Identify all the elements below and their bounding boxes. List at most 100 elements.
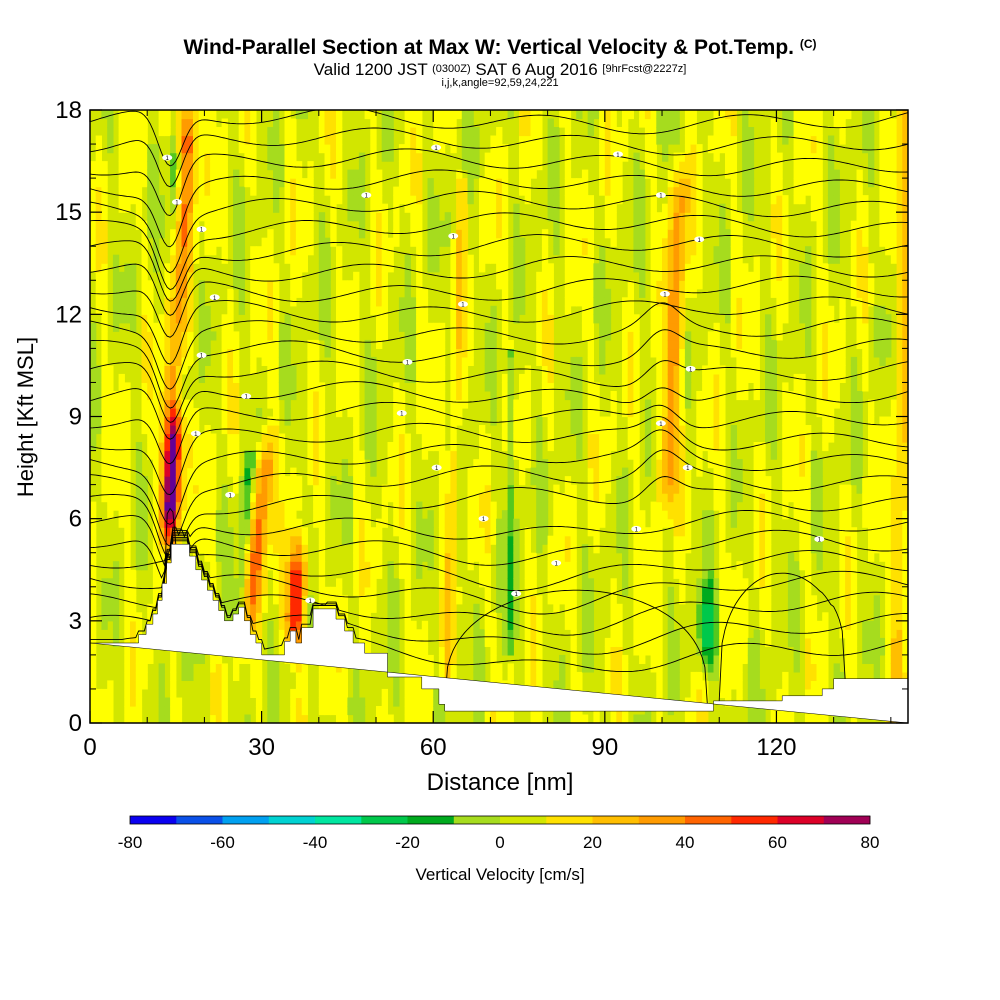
field-cell <box>175 467 183 477</box>
field-cell <box>273 144 280 154</box>
field-cell <box>742 118 749 128</box>
field-cell <box>147 365 154 375</box>
field-cell <box>244 518 251 528</box>
field-cell <box>318 552 326 562</box>
field-cell <box>324 595 331 605</box>
field-cell <box>564 305 572 315</box>
field-cell <box>696 433 703 443</box>
field-cell <box>152 212 160 222</box>
field-cell <box>381 135 389 145</box>
field-cell <box>364 561 371 571</box>
field-cell <box>610 654 617 665</box>
field-cell <box>295 561 303 571</box>
field-cell <box>158 663 165 673</box>
field-cell <box>604 416 612 426</box>
field-cell <box>238 518 246 528</box>
field-cell <box>341 365 349 375</box>
field-cell <box>719 442 726 452</box>
field-cell <box>284 493 291 503</box>
field-cell <box>644 561 652 571</box>
field-cell <box>101 408 108 418</box>
field-cell <box>181 161 188 171</box>
field-cell <box>255 288 263 298</box>
field-cell <box>290 373 297 384</box>
field-cell <box>593 288 600 298</box>
field-cell <box>141 356 148 367</box>
field-cell <box>421 450 429 460</box>
field-cell <box>330 220 337 230</box>
field-cell <box>747 297 755 307</box>
field-cell <box>725 254 732 264</box>
field-cell <box>318 246 326 256</box>
field-cell <box>244 152 251 162</box>
field-cell <box>198 212 206 222</box>
field-cell <box>484 203 492 213</box>
field-cell <box>130 305 137 315</box>
field-cell <box>164 297 171 307</box>
field-cell <box>101 297 108 307</box>
field-cell <box>484 527 492 537</box>
field-cell <box>719 518 726 528</box>
field-cell <box>747 314 755 324</box>
field-cell <box>404 620 411 630</box>
field-cell <box>639 280 646 290</box>
field-cell <box>587 578 595 588</box>
field-cell <box>450 373 457 384</box>
field-cell <box>141 416 148 426</box>
field-cell <box>450 127 457 137</box>
field-cell <box>336 680 343 690</box>
field-cell <box>433 237 440 247</box>
field-cell <box>347 169 354 179</box>
field-cell <box>690 195 697 205</box>
field-cell <box>90 527 97 537</box>
field-cell <box>278 365 286 375</box>
field-cell <box>124 152 131 162</box>
field-cell <box>427 356 434 367</box>
field-cell <box>461 305 469 315</box>
field-cell <box>215 186 223 196</box>
field-cell <box>324 339 331 350</box>
field-cell <box>284 612 291 622</box>
field-cell <box>307 246 314 256</box>
field-cell <box>490 671 497 682</box>
field-cell <box>622 399 629 409</box>
field-cell <box>610 637 617 648</box>
field-cell <box>627 450 635 460</box>
field-cell <box>313 425 320 435</box>
field-cell <box>673 229 680 239</box>
field-cell <box>421 416 429 426</box>
field-cell <box>627 322 635 332</box>
field-cell <box>622 552 629 562</box>
field-cell <box>387 459 394 469</box>
field-cell <box>656 246 663 256</box>
field-cell <box>553 527 560 537</box>
field-cell <box>364 637 371 648</box>
field-cell <box>364 382 371 392</box>
field-cell <box>295 195 303 205</box>
field-cell <box>221 314 228 324</box>
field-cell <box>284 603 291 613</box>
field-cell <box>376 280 383 290</box>
field-cell <box>124 408 131 418</box>
field-cell <box>90 186 97 196</box>
field-cell <box>250 161 257 171</box>
field-cell <box>507 714 514 723</box>
field-cell <box>118 450 125 460</box>
field-cell <box>341 399 349 409</box>
field-cell <box>553 178 560 188</box>
field-cell <box>404 152 411 162</box>
field-cell <box>450 305 457 315</box>
field-cell <box>656 348 663 358</box>
field-cell <box>118 510 125 520</box>
field-cell <box>204 203 211 213</box>
field-cell <box>719 646 726 656</box>
field-cell <box>318 561 326 571</box>
field-cell <box>730 518 738 528</box>
field-cell <box>158 433 165 443</box>
field-cell <box>673 663 680 673</box>
field-cell <box>536 288 543 298</box>
field-cell <box>170 484 177 494</box>
field-cell <box>347 501 354 511</box>
field-cell <box>267 501 274 511</box>
field-cell <box>416 561 423 571</box>
